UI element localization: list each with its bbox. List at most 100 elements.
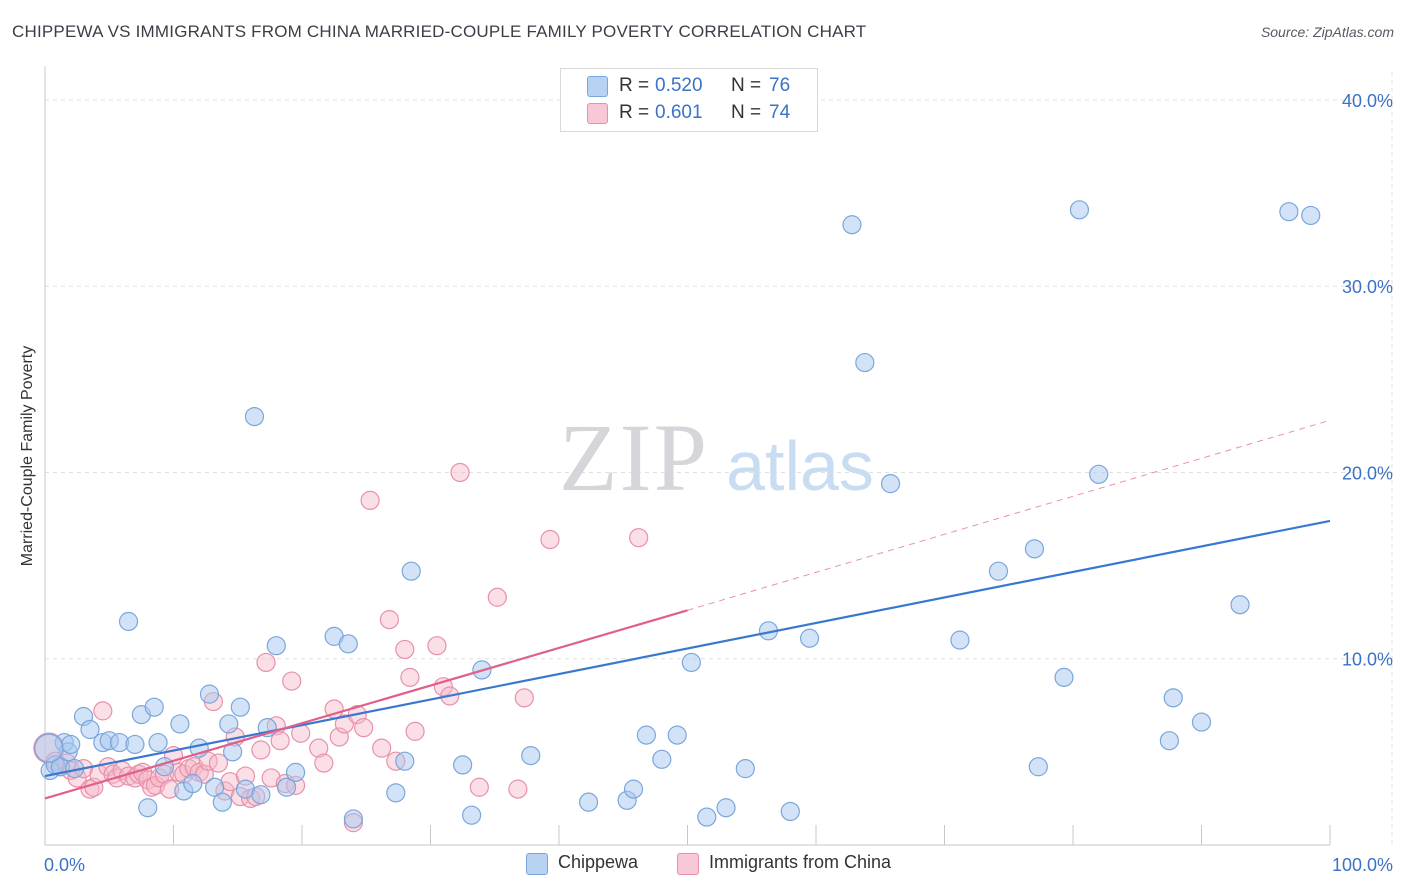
data-point-chippewa (138, 798, 158, 818)
data-point-chippewa (148, 732, 168, 753)
legend-r-label: R = (619, 102, 650, 123)
trend-lines (44, 419, 1331, 800)
bottom-legend-swatch-chippewa (526, 853, 548, 875)
data-point-chippewa (230, 697, 250, 717)
data-point-chippewa (205, 777, 225, 797)
bottom-legend-label-china: Immigrants from China (709, 852, 892, 872)
data-point-chippewa (1301, 205, 1321, 226)
data-point-chippewa (276, 777, 297, 797)
x-tick-label: 100.0% (1332, 855, 1393, 875)
bottom-legend-chippewa: Chippewa (526, 852, 666, 876)
y-tick-label: 10.0% (1342, 650, 1393, 670)
legend-swatch-chippewa (587, 76, 608, 97)
data-point-chippewa (183, 773, 203, 794)
data-point-chippewa (386, 783, 406, 803)
data-point-chippewa (144, 697, 164, 717)
data-point-chippewa (285, 762, 306, 782)
data-point-china (450, 462, 470, 483)
data-point-china (487, 587, 507, 607)
legend-r-value: 0.601 (655, 102, 703, 123)
y-tick-label: 40.0% (1342, 91, 1393, 111)
tick-labels: 10.0% 20.0% 30.0% 40.0% 0.0% 100.0% (44, 91, 1393, 875)
data-point-china (372, 738, 392, 758)
data-point-china (379, 610, 399, 630)
data-point-china (93, 701, 113, 721)
data-point-chippewa (244, 406, 265, 427)
data-point-chippewa (401, 561, 421, 581)
data-point-chippewa (842, 215, 862, 235)
chart-title: CHIPPEWA VS IMMIGRANTS FROM CHINA MARRIE… (12, 22, 867, 41)
data-point-chippewa (251, 785, 271, 805)
data-point-chippewa (652, 749, 672, 769)
data-point-china (360, 490, 380, 511)
data-point-chippewa (578, 792, 599, 812)
data-point-chippewa (343, 809, 363, 829)
data-point-china (282, 671, 302, 691)
source-label: Source: ZipAtlas.com (1260, 24, 1394, 40)
data-point-china (354, 718, 374, 738)
data-point-chippewa (34, 733, 64, 763)
data-point-chippewa (799, 628, 820, 648)
data-point-china (405, 721, 425, 741)
data-point-chippewa (462, 805, 482, 825)
data-point-chippewa (1089, 464, 1109, 484)
data-point-china (469, 777, 489, 797)
data-point-china (270, 731, 290, 751)
legend-n-value: 74 (769, 102, 791, 123)
data-point-china (251, 740, 271, 760)
data-point-china (427, 636, 447, 656)
data-point-chippewa (521, 745, 541, 766)
data-point-chippewa (735, 759, 755, 779)
data-point-china (334, 714, 355, 734)
data-point-china (395, 639, 415, 660)
data-point-chippewa (395, 751, 415, 771)
data-point-chippewa (1163, 688, 1183, 708)
legend-swatch-china (587, 103, 608, 124)
legend-n-value: 76 (769, 75, 791, 96)
data-point-china (208, 753, 229, 773)
watermark-zip: ZIP (559, 404, 709, 511)
data-point-chippewa (716, 798, 736, 818)
data-point-chippewa (118, 611, 139, 632)
data-point-china (514, 688, 534, 708)
data-point-chippewa (266, 636, 286, 656)
data-point-chippewa (1191, 712, 1212, 732)
trend-line-chippewa (44, 519, 1331, 778)
trend-line-china-extension (687, 419, 1331, 611)
data-point-chippewa (199, 684, 220, 704)
data-point-chippewa (453, 755, 473, 775)
data-point-china (314, 753, 334, 773)
bottom-legend-swatch-china (677, 853, 699, 875)
x-tick-label: 0.0% (44, 855, 85, 875)
bottom-legend-china: Immigrants from China (677, 852, 937, 876)
data-point-chippewa (880, 474, 901, 494)
data-point-chippewa (61, 734, 81, 755)
data-point-china (629, 528, 649, 548)
data-point-chippewa (1024, 539, 1045, 559)
y-tick-label: 30.0% (1342, 277, 1393, 297)
data-point-china (540, 529, 560, 550)
data-point-chippewa (1028, 757, 1048, 777)
axes (44, 66, 1331, 846)
data-point-chippewa (170, 714, 190, 734)
data-point-china (508, 779, 528, 799)
data-point-chippewa (697, 807, 717, 827)
data-point-chippewa (125, 734, 145, 755)
watermark: ZIP atlas (559, 404, 874, 511)
data-point-chippewa (1159, 731, 1179, 751)
data-point-chippewa (780, 801, 800, 822)
watermark-atlas: atlas (726, 427, 874, 505)
data-point-chippewa (855, 352, 875, 373)
data-point-chippewa (219, 714, 239, 734)
data-point-chippewa (681, 652, 701, 673)
data-point-chippewa (1279, 202, 1299, 222)
data-point-chippewa (636, 725, 656, 745)
data-point-china (261, 768, 281, 788)
legend-r-label: R = (619, 75, 650, 96)
data-point-chippewa (80, 719, 100, 740)
data-point-chippewa (212, 792, 232, 812)
grid-lines (45, 72, 1395, 845)
legend: R = 0.520 N = 76 R = 0.601 N = 74 (560, 68, 818, 132)
legend-r-value: 0.520 (655, 75, 703, 96)
